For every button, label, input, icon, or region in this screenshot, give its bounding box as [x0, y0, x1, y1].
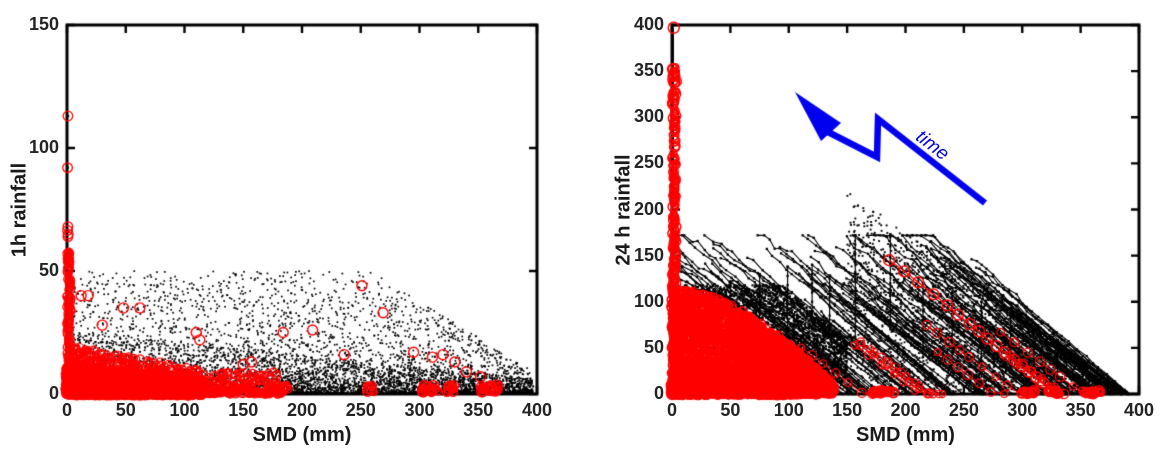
y-tick-label: 250 [633, 152, 664, 173]
y-tick-label: 100 [633, 290, 664, 311]
x-tick-label: 50 [115, 400, 136, 420]
y-tick-label: 300 [633, 106, 664, 127]
y-tick-label: 0 [653, 383, 664, 403]
y-tick-label: 150 [28, 14, 59, 34]
x-tick-label: 250 [948, 400, 979, 420]
y-tick-label: 400 [633, 14, 664, 34]
y-tick-label: 200 [633, 198, 664, 219]
x-tick-label: 50 [720, 400, 741, 420]
x-tick-label: 150 [832, 400, 863, 420]
x-tick-label: 200 [890, 400, 921, 420]
y-tick-label: 0 [48, 383, 59, 403]
x-tick-label: 0 [666, 400, 678, 420]
y-tick-label: 50 [643, 336, 664, 357]
y-tick-label: 100 [28, 137, 59, 157]
x-tick-label: 100 [169, 400, 200, 420]
right-x-axis-label: SMD (mm) [856, 424, 955, 446]
x-tick-label: 350 [463, 400, 494, 420]
x-tick-label: 400 [1123, 400, 1155, 420]
left-x-axis-label: SMD (mm) [252, 424, 352, 446]
x-tick-label: 0 [61, 400, 73, 420]
x-tick-label: 200 [286, 400, 318, 420]
x-tick-label: 300 [1007, 400, 1038, 420]
x-tick-label: 100 [773, 400, 804, 420]
x-tick-label: 150 [228, 400, 259, 420]
x-tick-label: 400 [521, 400, 553, 420]
x-tick-label: 250 [345, 400, 376, 420]
y-tick-label: 50 [38, 260, 59, 280]
left-y-axis-label: 1h rainfall [8, 162, 31, 257]
x-tick-label: 300 [404, 400, 435, 420]
y-tick-label: 150 [633, 244, 664, 265]
x-tick-label: 350 [1065, 400, 1096, 420]
y-tick-label: 350 [633, 60, 664, 81]
